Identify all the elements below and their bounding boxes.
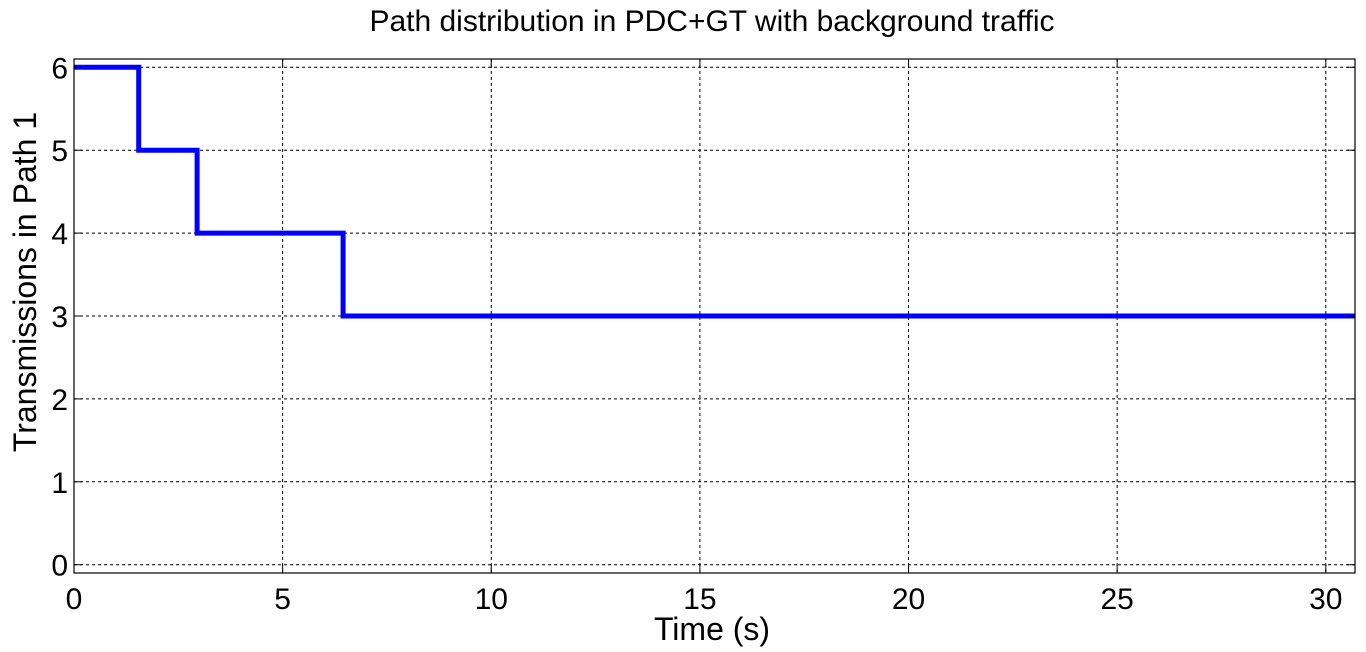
y-tick-label: 6 bbox=[51, 52, 68, 85]
x-tick-label: 30 bbox=[1309, 583, 1342, 616]
y-tick-label: 3 bbox=[51, 301, 68, 334]
y-tick-label: 0 bbox=[51, 550, 68, 583]
chart-title: Path distribution in PDC+GT with backgro… bbox=[369, 5, 1054, 38]
y-tick-label: 4 bbox=[51, 218, 68, 251]
y-tick-label: 2 bbox=[51, 384, 68, 417]
x-axis-title: Time (s) bbox=[654, 611, 770, 647]
y-tick-label: 1 bbox=[51, 467, 68, 500]
grid bbox=[74, 59, 1355, 573]
ticks bbox=[73, 59, 1355, 573]
x-tick-label: 0 bbox=[66, 583, 83, 616]
x-tick-labels: 0 5 10 15 20 25 30 bbox=[66, 583, 1343, 616]
series-layer bbox=[74, 64, 1355, 319]
x-tick-label: 20 bbox=[892, 583, 925, 616]
series-line bbox=[74, 64, 1355, 319]
x-tick-label: 10 bbox=[475, 583, 508, 616]
x-tick-label: 15 bbox=[683, 583, 716, 616]
x-tick-label: 25 bbox=[1100, 583, 1133, 616]
y-tick-labels: 0 1 2 3 4 5 6 bbox=[51, 52, 68, 582]
y-tick-label: 5 bbox=[51, 135, 68, 168]
y-axis-title: Transmissions in Path 1 bbox=[7, 112, 43, 452]
x-tick-label: 5 bbox=[274, 583, 291, 616]
